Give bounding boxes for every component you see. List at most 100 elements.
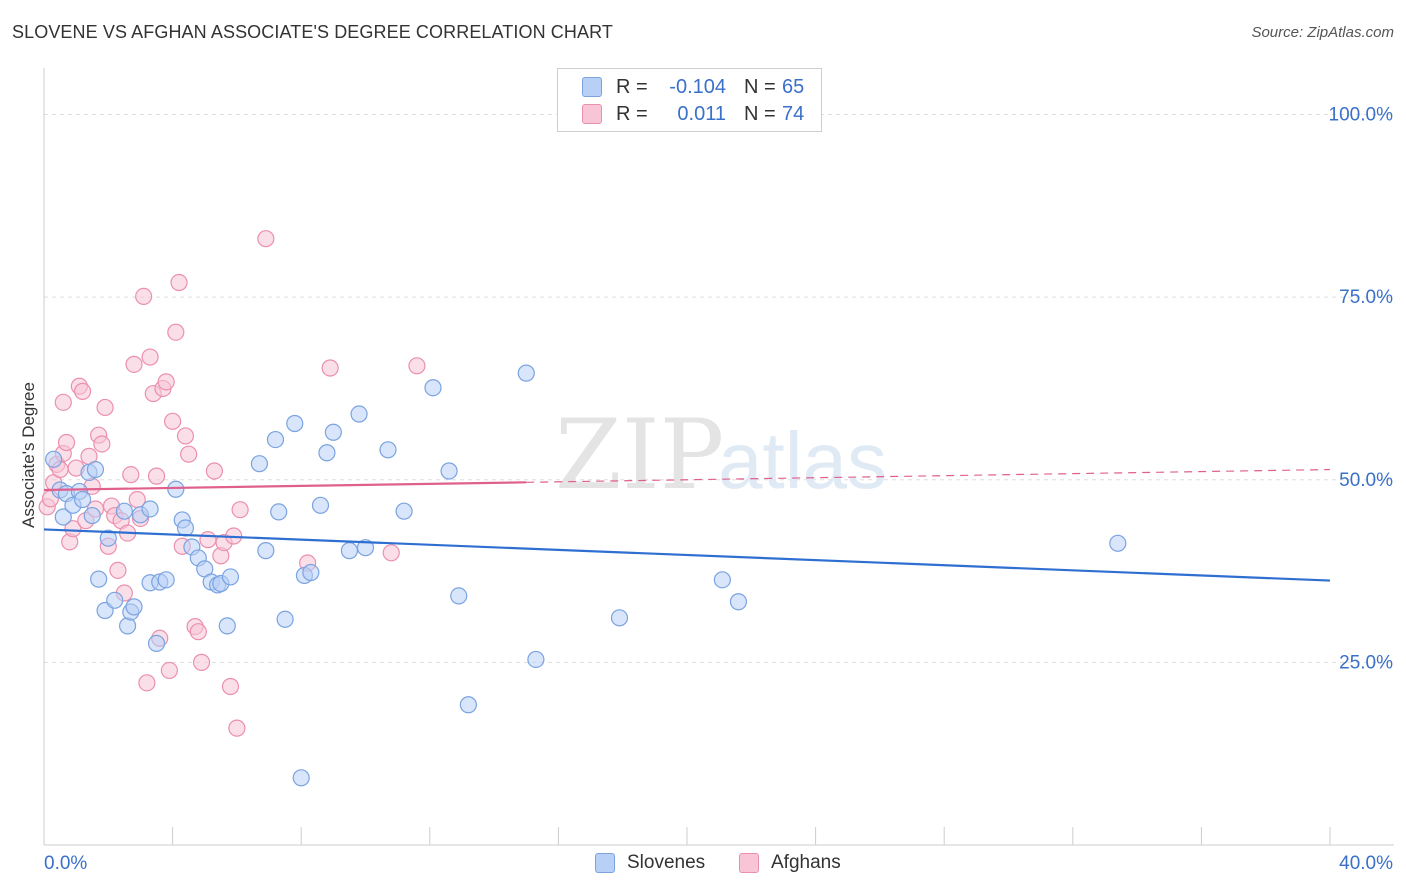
afghan-point bbox=[231, 501, 249, 519]
slovene-point bbox=[45, 450, 63, 468]
slovene-point bbox=[356, 539, 375, 557]
slovene-point bbox=[118, 617, 137, 635]
trend-lines bbox=[43, 468, 1331, 582]
watermark: ZIP atlas bbox=[555, 399, 887, 511]
slovene-point bbox=[257, 542, 275, 560]
slovene-point bbox=[1109, 534, 1127, 552]
afghan-point bbox=[199, 531, 217, 549]
slovenes-points bbox=[45, 364, 1127, 787]
afghan-point bbox=[170, 273, 188, 292]
afghan-point bbox=[257, 230, 275, 248]
afghan-point bbox=[93, 435, 111, 453]
slovene-point bbox=[318, 444, 336, 462]
slovene-point bbox=[276, 610, 294, 628]
y-tick-label: 75.0% bbox=[1339, 287, 1393, 308]
afghan-point bbox=[147, 467, 166, 485]
afghans-trend-line bbox=[43, 481, 527, 492]
afghan-point bbox=[228, 719, 246, 737]
legend-item-afghans[interactable]: Afghans bbox=[739, 852, 841, 874]
watermark-atlas: atlas bbox=[718, 416, 887, 505]
afghan-point bbox=[138, 674, 156, 692]
y-tick-label: 50.0% bbox=[1339, 470, 1393, 491]
slovenes-swatch bbox=[582, 77, 602, 97]
afghan-point bbox=[125, 355, 143, 373]
slovene-point bbox=[115, 502, 133, 520]
slovene-point bbox=[99, 529, 117, 547]
legend-label-slovenes: Slovenes bbox=[627, 852, 706, 873]
slovene-point bbox=[90, 570, 108, 588]
slovene-point bbox=[147, 634, 166, 652]
slovene-point bbox=[250, 455, 269, 473]
slovene-point bbox=[610, 609, 629, 627]
source-label: Source: ZipAtlas.com bbox=[1251, 24, 1394, 41]
slovenes-swatch bbox=[595, 853, 615, 873]
series-legend: Slovenes Afghans bbox=[0, 852, 1406, 876]
slovene-point bbox=[221, 568, 240, 586]
slovene-point bbox=[424, 379, 442, 397]
afghans-trend-line-dashed bbox=[526, 468, 1331, 483]
afghan-point bbox=[57, 433, 76, 452]
afghan-point bbox=[96, 398, 114, 417]
afghans-points bbox=[38, 230, 426, 737]
chart-title: SLOVENE VS AFGHAN ASSOCIATE'S DEGREE COR… bbox=[12, 22, 613, 42]
r-label: R = bbox=[616, 102, 648, 125]
afghan-point bbox=[382, 544, 400, 562]
slovene-point bbox=[86, 460, 105, 479]
slovene-point bbox=[167, 480, 185, 498]
slovene-point bbox=[54, 508, 72, 526]
legend-item-slovenes[interactable]: Slovenes bbox=[595, 852, 705, 874]
slovene-point bbox=[270, 503, 288, 521]
slovene-point bbox=[218, 617, 236, 635]
slovene-point bbox=[176, 519, 195, 537]
slovene-point bbox=[324, 423, 342, 441]
slovene-point bbox=[527, 650, 545, 669]
slovene-point bbox=[450, 587, 468, 605]
r-label: R = bbox=[616, 75, 648, 98]
afghan-point bbox=[64, 520, 82, 538]
slovene-point bbox=[157, 571, 175, 589]
slovene-point bbox=[106, 591, 124, 609]
afghan-point bbox=[167, 323, 185, 341]
afghan-point bbox=[73, 382, 92, 400]
slovene-point bbox=[713, 571, 731, 589]
slovene-point bbox=[73, 490, 92, 509]
stats-legend: R = -0.104 N = 65 R = 0.011 N = 74 bbox=[557, 68, 822, 132]
afghan-point bbox=[141, 348, 159, 366]
y-axis-label: Associate's Degree bbox=[19, 382, 38, 528]
afghan-point bbox=[189, 623, 207, 641]
y-tick-label: 100.0% bbox=[1329, 105, 1394, 126]
afghan-point bbox=[192, 653, 211, 671]
slovene-point bbox=[459, 696, 477, 714]
afghan-point bbox=[180, 445, 198, 463]
y-tick-label: 25.0% bbox=[1339, 652, 1393, 673]
slovene-point bbox=[125, 598, 143, 616]
x-tick-labels: 0.0% 40.0% bbox=[44, 853, 1393, 874]
slovene-point bbox=[266, 430, 285, 449]
slovenes-trend-line bbox=[43, 528, 1331, 582]
watermark-zip: ZIP bbox=[555, 399, 724, 511]
legend-row-slovenes: R = -0.104 N = 65 bbox=[582, 74, 804, 100]
afghan-point bbox=[157, 373, 175, 391]
afghan-point bbox=[205, 462, 223, 480]
slovene-point bbox=[729, 593, 748, 611]
slovene-point bbox=[379, 441, 397, 459]
slovene-point bbox=[350, 405, 368, 423]
y-tick-labels: 25.0% 50.0% 75.0% 100.0% bbox=[1329, 105, 1394, 674]
slovene-point bbox=[311, 496, 330, 514]
afghan-point bbox=[164, 412, 182, 430]
slovene-point bbox=[517, 364, 535, 382]
x-tick-label-max: 40.0% bbox=[1339, 853, 1393, 874]
slovene-point bbox=[302, 563, 320, 582]
legend-label-afghans: Afghans bbox=[771, 852, 841, 873]
afghan-point bbox=[321, 359, 339, 377]
r-value: -0.104 bbox=[669, 75, 726, 98]
n-label: N = bbox=[744, 102, 776, 125]
r-value: 0.011 bbox=[677, 102, 726, 125]
n-value: 74 bbox=[782, 102, 805, 125]
afghan-point bbox=[221, 677, 240, 696]
afghans-swatch bbox=[739, 853, 759, 873]
afghan-point bbox=[160, 661, 178, 680]
legend-row-afghans: R = 0.011 N = 74 bbox=[582, 101, 804, 127]
afghan-point bbox=[176, 427, 195, 445]
